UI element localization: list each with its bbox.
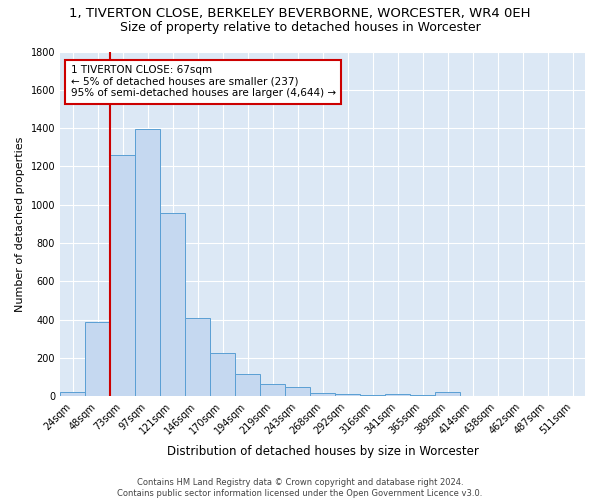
Bar: [360, 395, 385, 396]
Bar: [160, 214, 185, 396]
X-axis label: Distribution of detached houses by size in Worcester: Distribution of detached houses by size …: [167, 444, 478, 458]
Bar: [235, 374, 260, 396]
Bar: [60, 392, 85, 396]
Bar: [210, 352, 235, 397]
Text: Size of property relative to detached houses in Worcester: Size of property relative to detached ho…: [119, 21, 481, 34]
Text: 1, TIVERTON CLOSE, BERKELEY BEVERBORNE, WORCESTER, WR4 0EH: 1, TIVERTON CLOSE, BERKELEY BEVERBORNE, …: [69, 8, 531, 20]
Text: Contains HM Land Registry data © Crown copyright and database right 2024.
Contai: Contains HM Land Registry data © Crown c…: [118, 478, 482, 498]
Bar: [135, 129, 160, 396]
Bar: [285, 387, 310, 396]
Bar: [110, 155, 135, 396]
Bar: [310, 393, 335, 396]
Bar: [435, 392, 460, 396]
Bar: [335, 394, 360, 396]
Bar: [385, 394, 410, 396]
Bar: [185, 318, 210, 396]
Bar: [85, 322, 110, 396]
Text: 1 TIVERTON CLOSE: 67sqm
← 5% of detached houses are smaller (237)
95% of semi-de: 1 TIVERTON CLOSE: 67sqm ← 5% of detached…: [71, 66, 335, 98]
Bar: [260, 384, 285, 396]
Y-axis label: Number of detached properties: Number of detached properties: [15, 136, 25, 312]
